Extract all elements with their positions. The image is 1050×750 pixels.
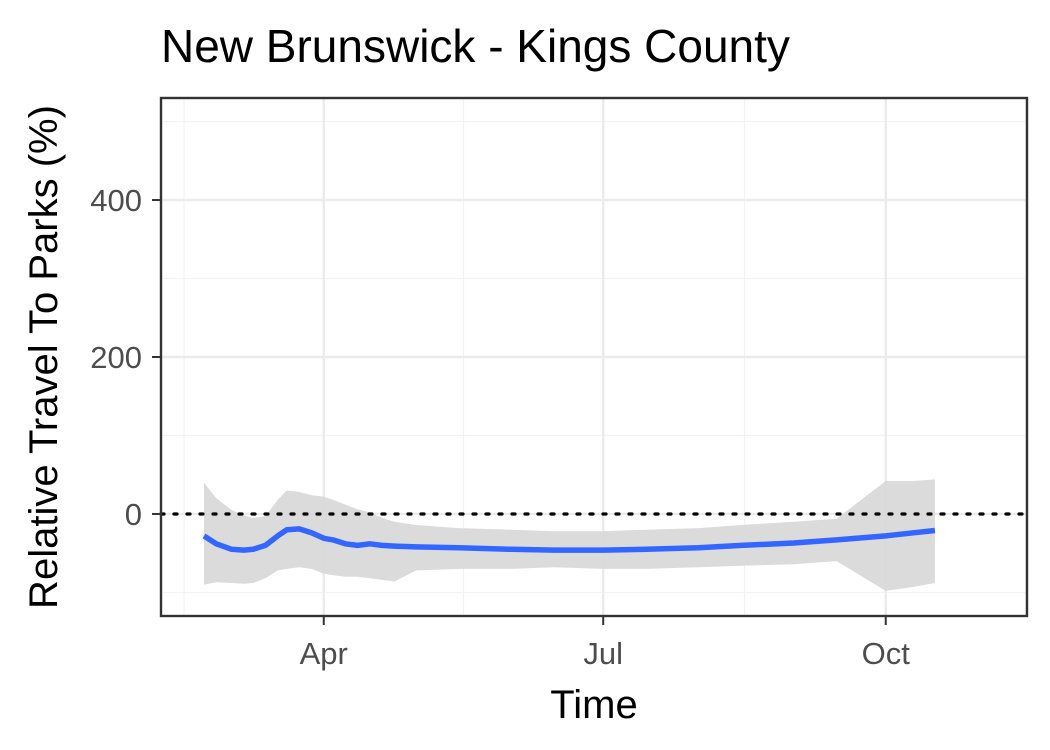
confidence-band-layer [204, 479, 935, 591]
chart-title: New Brunswick - Kings County [161, 20, 790, 72]
trend-line [202, 526, 936, 553]
y-axis-title: Relative Travel To Parks (%) [22, 105, 66, 609]
confidence-band [204, 479, 935, 591]
y-tick-label: 200 [90, 340, 142, 375]
y-tick-label: 400 [90, 183, 142, 218]
y-tick-label: 0 [125, 497, 142, 532]
x-tick-label: Oct [862, 636, 911, 671]
x-axis-title: Time [550, 683, 637, 727]
x-tick-label: Apr [300, 636, 348, 671]
x-tick-label: Jul [583, 636, 623, 671]
trend-line-layer [202, 526, 936, 553]
tick-layer: 0 200 400 Apr Jul Oct [90, 183, 910, 671]
